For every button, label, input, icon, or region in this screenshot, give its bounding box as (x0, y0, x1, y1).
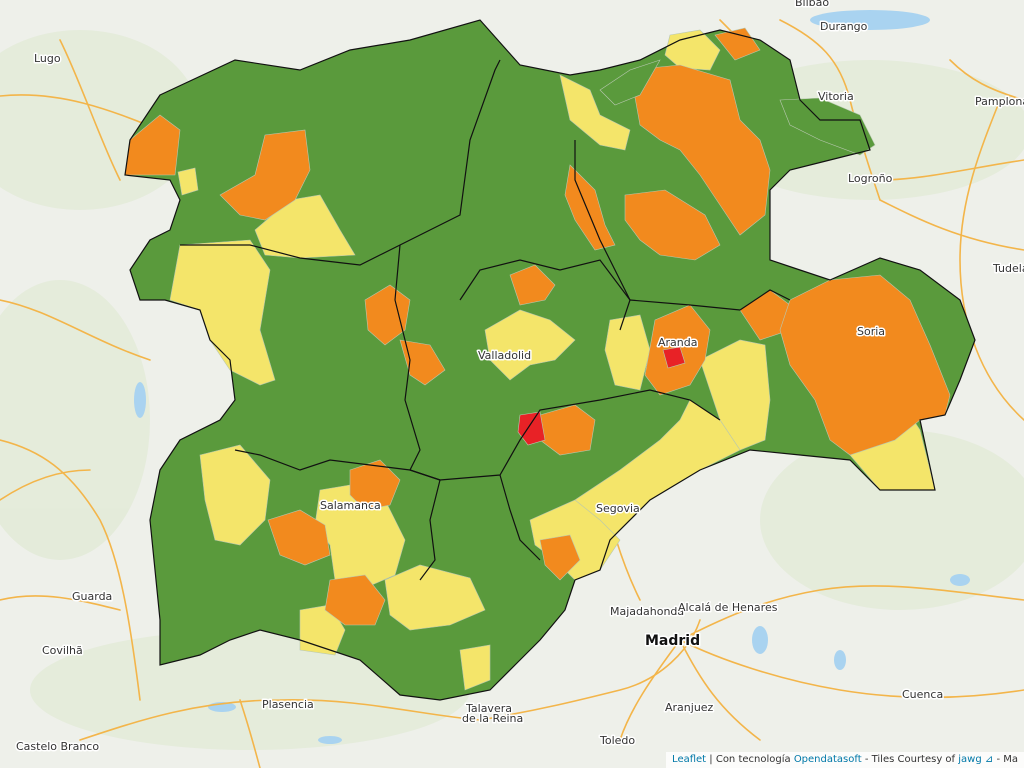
region-green-east[interactable] (779, 97, 876, 156)
opendatasoft-link[interactable]: Opendatasoft (793, 754, 862, 765)
region-orange-7[interactable] (629, 64, 771, 236)
region-orange-14[interactable] (349, 459, 401, 511)
region-yellow-12[interactable] (199, 444, 271, 546)
city-label-soria: Soria (857, 325, 885, 338)
leaflet-link[interactable]: Leaflet (672, 754, 707, 765)
drop-icon: ⊿ (981, 754, 994, 765)
region-red-1[interactable] (517, 411, 546, 446)
city-label-alcala: Alcalá de Henares (678, 601, 778, 614)
jawg-link[interactable]: jawg (958, 754, 982, 765)
attribution-suffix: - Ma (993, 754, 1018, 765)
city-label-salamanca: Salamanca (320, 499, 381, 512)
city-label-pamplona: Pamplona (975, 95, 1024, 108)
province-borders (124, 19, 976, 701)
water-bodies (134, 10, 970, 744)
region-orange-9[interactable] (714, 27, 761, 61)
region-yellow-7[interactable] (604, 314, 651, 391)
region-red-2[interactable] (662, 346, 686, 369)
region-orange-15[interactable] (267, 509, 331, 566)
region-yellow-6[interactable] (484, 309, 576, 381)
city-label-tudela: Tudela (992, 262, 1024, 275)
city-label-guarda: Guarda (72, 590, 112, 603)
city-label-majadahonda: Majadahonda (610, 605, 684, 618)
region-orange-3[interactable] (364, 284, 411, 346)
attribution-tech: | Con tecnología (706, 754, 794, 765)
city-label-talavera: Talavera (465, 702, 512, 715)
city-label-covilha: Covilhã (42, 644, 83, 657)
city-label-madrid: Madrid (645, 633, 700, 649)
region-orange-5[interactable] (509, 264, 556, 306)
region-orange-16[interactable] (324, 574, 386, 626)
city-label-castelo-branco: Castelo Branco (16, 740, 99, 753)
city-label-segovia: Segovia (596, 502, 640, 515)
region-green-north[interactable] (599, 59, 661, 106)
city-label-aranjuez: Aranjuez (665, 701, 714, 714)
region-yellow-14[interactable] (384, 564, 486, 631)
region-yellow-3[interactable] (177, 167, 199, 196)
attribution-tiles: - Tiles Courtesy of (861, 754, 959, 765)
city-label-bilbao: Bilbao (795, 0, 829, 9)
city-labels: Bilbao Durango Vitoria Pamplona Lugo Cas… (15, 0, 1024, 755)
region-yellow-15[interactable] (299, 604, 346, 656)
city-label-plasencia: Plasencia (262, 698, 314, 711)
city-label-cuenca: Cuenca (902, 688, 943, 701)
city-label-logrono: Logroño (848, 172, 893, 185)
region-layer[interactable] (124, 19, 976, 701)
region-orange-17[interactable] (539, 534, 581, 581)
city-label-valladolid: Valladolid (478, 349, 531, 362)
region-yellow-4[interactable] (559, 74, 631, 151)
city-label-talavera-2: de la Reina (462, 712, 523, 725)
city-label-lugo: Lugo (34, 52, 61, 65)
region-orange-8[interactable] (624, 189, 721, 261)
city-label-vitoria: Vitoria (818, 90, 854, 103)
city-label-aranda: Aranda (658, 336, 697, 349)
region-yellow-16[interactable] (459, 644, 491, 691)
city-label-durango: Durango (820, 20, 868, 33)
city-label-toledo: Toledo (599, 734, 635, 747)
region-orange-2[interactable] (219, 129, 311, 221)
map-attribution: Leaflet | Con tecnología Opendatasoft - … (666, 752, 1024, 768)
